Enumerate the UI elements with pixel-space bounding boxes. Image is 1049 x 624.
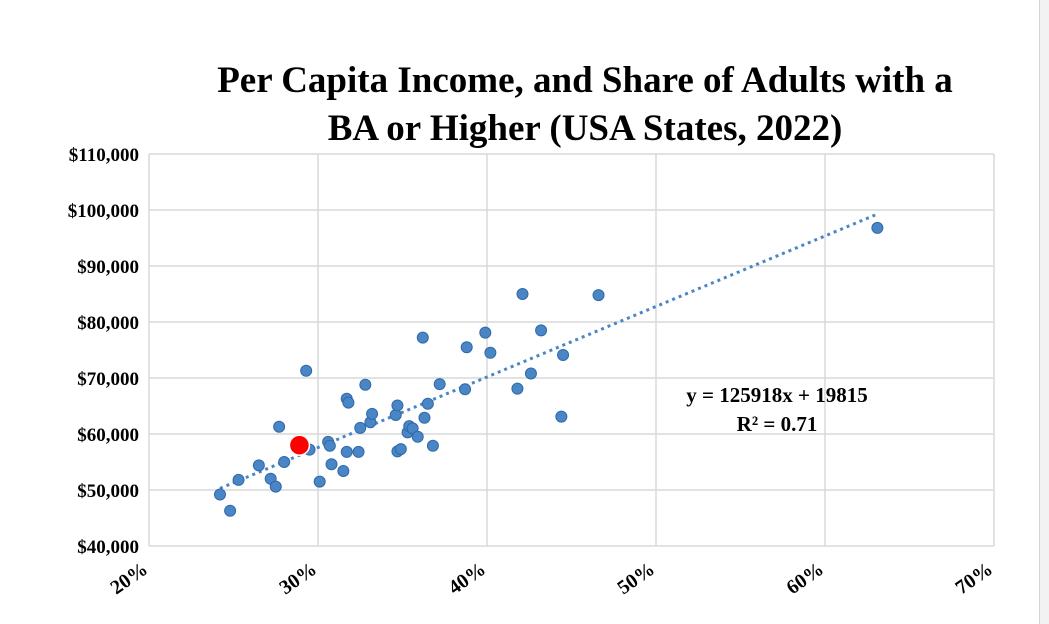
data-point	[232, 473, 245, 486]
x-tick-label: 70%	[951, 558, 996, 599]
x-tick-label: 20%	[106, 558, 151, 599]
y-tick-label: $90,000	[77, 257, 139, 278]
chart-title-line-1: Per Capita Income, and Share of Adults w…	[217, 60, 953, 101]
data-point	[433, 378, 446, 391]
regression-equation: y = 125918x + 19815	[686, 383, 867, 407]
y-tick-label: $70,000	[77, 369, 139, 390]
chart-title-line-2: BA or Higher (USA States, 2022)	[328, 108, 843, 149]
x-tick-label: 50%	[613, 558, 658, 599]
y-tick-label: $40,000	[77, 537, 139, 558]
data-point	[516, 288, 529, 300]
data-point	[213, 488, 226, 501]
data-point	[416, 331, 429, 344]
data-point	[459, 383, 472, 396]
data-point	[342, 396, 355, 409]
y-tick-label: $110,000	[69, 145, 139, 166]
data-point	[366, 407, 379, 420]
data-point	[524, 367, 537, 380]
data-point	[224, 504, 237, 517]
y-tick-labels: $40,000 $50,000 $60,000 $70,000 $80,000 $90,0…	[68, 145, 139, 558]
data-point	[354, 421, 367, 434]
y-tick-label: $60,000	[77, 425, 139, 446]
data-point	[592, 289, 605, 302]
data-point	[418, 411, 431, 424]
data-point	[426, 439, 439, 452]
data-point	[871, 221, 884, 234]
data-point	[323, 439, 336, 452]
data-point	[555, 410, 568, 423]
data-point	[325, 458, 338, 471]
x-tick-label: 60%	[782, 558, 827, 599]
data-point	[300, 364, 313, 377]
data-point	[421, 397, 434, 410]
data-point	[313, 475, 326, 488]
data-point	[269, 480, 282, 493]
data-point	[278, 456, 291, 468]
y-tick-label: $80,000	[77, 313, 139, 334]
data-point	[252, 459, 265, 472]
grid-layer	[148, 153, 995, 547]
data-point	[557, 349, 570, 362]
window-edge	[1039, 0, 1049, 624]
x-tick-label: 30%	[275, 558, 320, 599]
r-squared: R² = 0.71	[737, 412, 818, 436]
data-point	[273, 420, 286, 433]
data-point	[340, 445, 353, 458]
data-point	[479, 326, 492, 339]
data-point	[352, 445, 365, 458]
x-tick-label: 40%	[444, 558, 489, 599]
highlight-point	[288, 434, 311, 456]
data-point	[394, 443, 407, 456]
data-point	[337, 464, 350, 477]
data-point	[391, 399, 404, 412]
data-point	[411, 430, 424, 443]
data-point	[535, 324, 548, 337]
data-point	[484, 346, 497, 359]
y-tick-label: $100,000	[68, 201, 139, 222]
data-point	[460, 341, 473, 354]
data-point	[359, 378, 372, 391]
y-tick-label: $50,000	[77, 481, 139, 502]
data-points	[213, 221, 884, 517]
x-tick-labels: 20% 30% 40% 50% 60% 70%	[106, 558, 996, 599]
data-point	[511, 382, 524, 395]
